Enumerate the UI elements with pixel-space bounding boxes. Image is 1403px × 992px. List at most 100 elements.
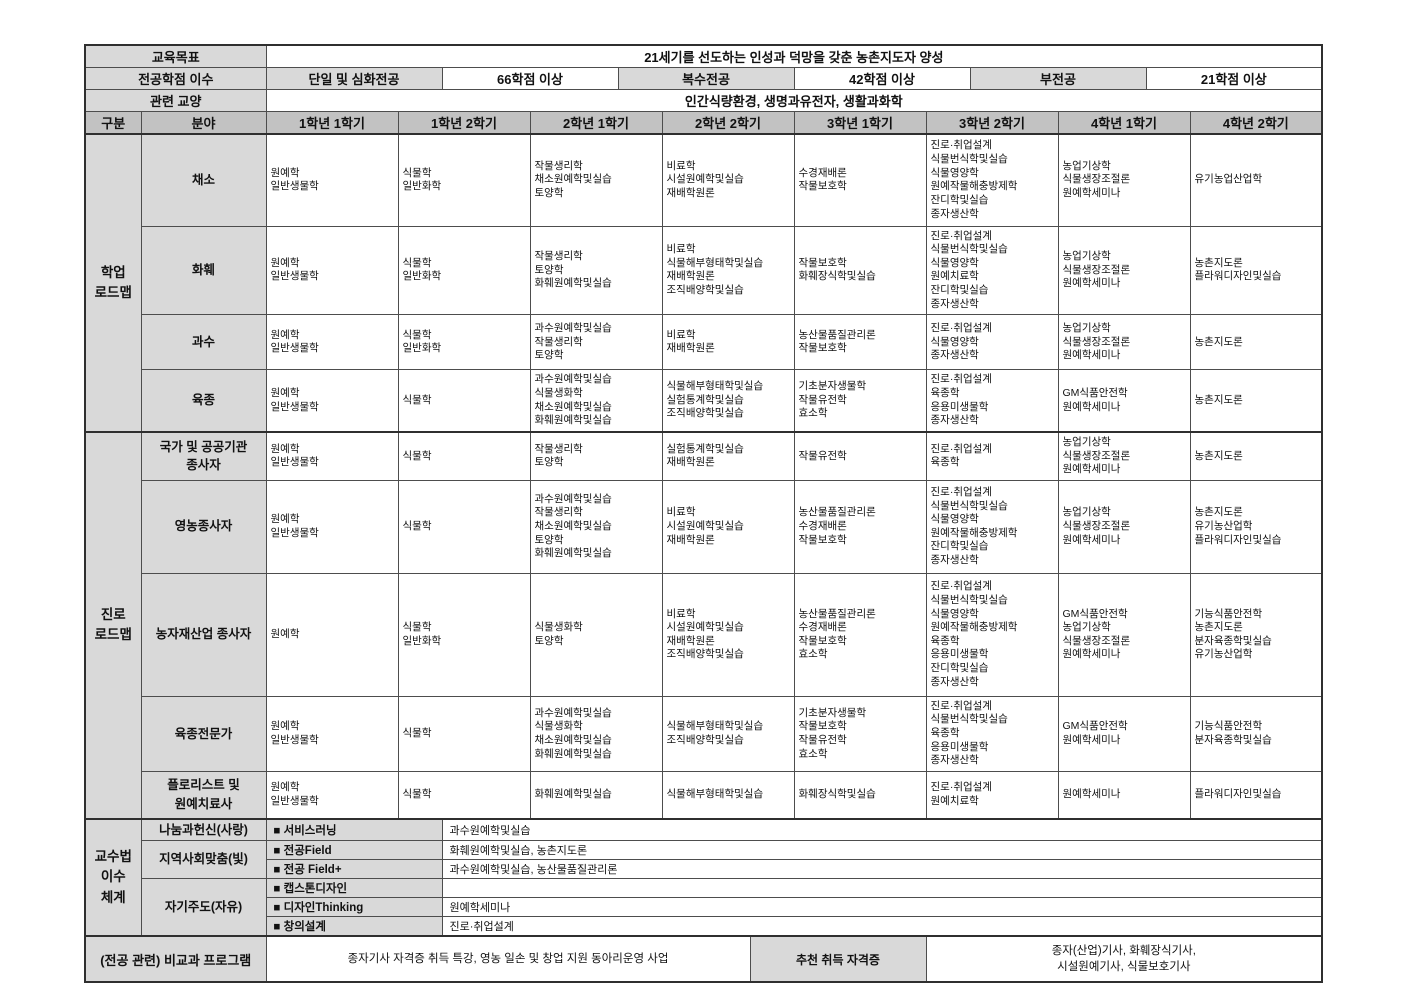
- course-name: 종자생산학: [930, 554, 979, 567]
- course-name: 진로·취업설계: [930, 699, 992, 712]
- course-name: 작물보호학: [798, 180, 847, 193]
- teaching-method-cell: ■ 창의설계: [265, 916, 443, 937]
- credit-value: 21학점 이상: [1145, 67, 1323, 90]
- course-cell: 식물해부형태학및실습: [661, 771, 795, 820]
- course-cell: 진로·취업설계 육종학: [925, 430, 1059, 481]
- course-name: 과수원예학및실습: [534, 706, 612, 719]
- course-name: 진로·취업설계: [930, 442, 992, 455]
- course-name: 토양학: [534, 187, 564, 200]
- course-cell: 식물학: [397, 369, 531, 433]
- course-name: 식물생장조절론: [1062, 335, 1131, 348]
- course-name: 플라워디자인및실습: [1194, 533, 1282, 546]
- course-name: 잔디학및실습: [930, 284, 989, 297]
- teaching-method-cell: ■ 디자인Thinking: [265, 897, 443, 918]
- course-name: 원예학: [270, 442, 300, 455]
- course-name: 재배학원론: [666, 187, 715, 200]
- course-name: 잔디학및실습: [930, 193, 989, 206]
- credit-type: 부전공: [969, 67, 1147, 90]
- course-cell: 농업기상학 식물생장조절론 원예학세미나: [1057, 479, 1191, 574]
- course-name: 작물유전학: [798, 449, 847, 462]
- course-name: 일반화학: [402, 270, 442, 283]
- course-name: 식물생화학: [534, 386, 583, 399]
- semester-header: 3학년 1학기: [793, 111, 927, 135]
- course-name: 농업기상학: [1062, 321, 1111, 334]
- course-cell: 과수원예학및실습 작물생리학 채소원예학및실습 토양학 화훼원예학및실습: [529, 479, 663, 574]
- course-cell: 농촌지도론 유기농산업학 플라워디자인및실습: [1189, 479, 1323, 574]
- course-name: 육종학: [930, 386, 960, 399]
- course-name: 응용미생물학: [930, 740, 989, 753]
- extra-program-value: 종자기사 자격증 취득 특강, 영농 일손 및 창업 지원 동아리운영 사업: [265, 935, 751, 983]
- credit-type: 복수전공: [617, 67, 795, 90]
- course-cell: 과수원예학및실습 식물생화학 채소원예학및실습 화훼원예학및실습: [529, 695, 663, 773]
- course-cell: 진로·취업설계 식물번식학및실습 식물영양학 원예작물해충방제학 육종학 응용미생물학 잔디…: [925, 572, 1059, 697]
- course-cell: 식물학 일반화학: [397, 225, 531, 316]
- teaching-method-cell: ■ 서비스러닝: [265, 817, 443, 842]
- course-name: 식물학: [402, 393, 432, 406]
- course-name: 채소원예학및실습: [534, 173, 612, 186]
- course-cell: 유기농업산업학: [1189, 133, 1323, 227]
- course-name: 유기농산업학: [1194, 520, 1253, 532]
- course-cell: 원예학 일반생물학: [265, 479, 399, 574]
- category-cell: 영농종사자: [140, 479, 267, 574]
- course-name: 조직배양학및실습: [666, 648, 744, 661]
- course-name: 화훼원예학및실습: [534, 747, 612, 760]
- course-name: 작물생리학: [534, 335, 583, 348]
- teaching-method-cell: ■ 캡스톤디자인: [265, 878, 443, 899]
- course-cell: 과수원예학및실습 식물생화학 채소원예학및실습 화훼원예학및실습: [529, 369, 663, 433]
- course-name: 과수원예학및실습: [534, 373, 612, 386]
- course-name: 과수원예학및실습: [534, 492, 612, 505]
- course-cell: 원예학 일반생물학: [265, 695, 399, 773]
- course-cell: 농촌지도론: [1189, 314, 1323, 371]
- course-name: 식물번식학및실습: [930, 499, 1008, 512]
- course-name: 채소원예학및실습: [534, 520, 612, 532]
- semester-header: 1학년 1학기: [265, 111, 399, 135]
- course-name: 종자생산학: [930, 754, 979, 767]
- extra-program-row: (전공 관련) 비교과 프로그램 종자기사 자격증 취득 특강, 영농 일손 및…: [84, 935, 1323, 983]
- semester-header: 2학년 1학기: [529, 111, 663, 135]
- course-cell: 진로·취업설계 식물번식학및실습 식물영양학 원예작물해충방제학 잔디학및실습 종자생산학: [925, 479, 1059, 574]
- course-cell: 농업기상학 식물생장조절론 원예학세미나: [1057, 314, 1191, 371]
- course-name: 토양학: [534, 634, 564, 647]
- course-cell: 비료학 시설원예학및실습 재배학원론: [661, 133, 795, 227]
- category-cell: 육종: [140, 369, 267, 433]
- course-name: 시설원예학및실습: [666, 173, 744, 186]
- course-name: 일반생물학: [270, 794, 319, 807]
- course-cell: 진로·취업설계 원예치료학: [925, 771, 1059, 820]
- course-name: 원예학세미나: [1062, 277, 1121, 290]
- course-cell: 농촌지도론: [1189, 369, 1323, 433]
- top-header-rows: 교육목표 21세기를 선도하는 인성과 덕망을 갖춘 농촌지도자 양성 전공학점…: [84, 44, 1323, 135]
- course-cell: 비료학 재배학원론: [661, 314, 795, 371]
- course-cell: 진로·취업설계 식물번식학및실습 식물영양학 원예작물해충방제학 잔디학및실습 종자생산학: [925, 133, 1059, 227]
- course-name: 일반생물학: [270, 456, 319, 469]
- course-name: 기능식품안전학: [1194, 607, 1263, 620]
- teaching-group-label: 나눔과헌신(사랑): [140, 817, 267, 842]
- course-name: 화훼원예학및실습: [534, 414, 612, 427]
- course-name: 원예작물해충방제학: [930, 621, 1018, 634]
- course-name: 작물생리학: [534, 506, 583, 519]
- course-name: 수경재배론: [798, 166, 847, 179]
- course-name: 토양학: [534, 456, 564, 469]
- course-name: 식물생장조절론: [1062, 263, 1131, 276]
- credit-value: 66학점 이상: [441, 67, 619, 90]
- course-name: 일반생물학: [270, 270, 319, 283]
- course-name: 원예학: [270, 256, 300, 269]
- course-name: 농업기상학: [1062, 506, 1111, 519]
- teaching-method-rows: 교수법 이수 체계 나눔과헌신(사랑) ■ 서비스러닝 과수원예학및실습 지역사회맞춤(…: [84, 817, 1323, 937]
- course-name: 농업기상학: [1062, 435, 1111, 448]
- course-cell: 원예학 일반생물학: [265, 430, 399, 481]
- cert-label: 추천 취득 자격증: [749, 935, 927, 983]
- cert-line: 시설원예기사, 식물보호기사: [1057, 961, 1191, 974]
- course-name: 유기농업산업학: [1194, 173, 1263, 186]
- curriculum-document: 교육목표 21세기를 선도하는 인성과 덕망을 갖춘 농촌지도자 양성 전공학점…: [84, 44, 1324, 984]
- course-name: 육종학: [930, 727, 960, 740]
- course-name: 식물해부형태학및실습: [666, 380, 764, 393]
- course-cell: 원예학 일반생물학: [265, 771, 399, 820]
- course-cell: 진로·취업설계 식물영양학 종자생산학: [925, 314, 1059, 371]
- course-name: 식물생장조절론: [1062, 449, 1131, 462]
- course-name: 시설원예학및실습: [666, 621, 744, 634]
- course-name: 식물생화학: [534, 621, 583, 634]
- course-name: 일반생물학: [270, 180, 319, 193]
- course-cell: 원예학: [265, 572, 399, 697]
- course-name: 원예학: [270, 386, 300, 399]
- course-name: 식물학: [402, 621, 432, 634]
